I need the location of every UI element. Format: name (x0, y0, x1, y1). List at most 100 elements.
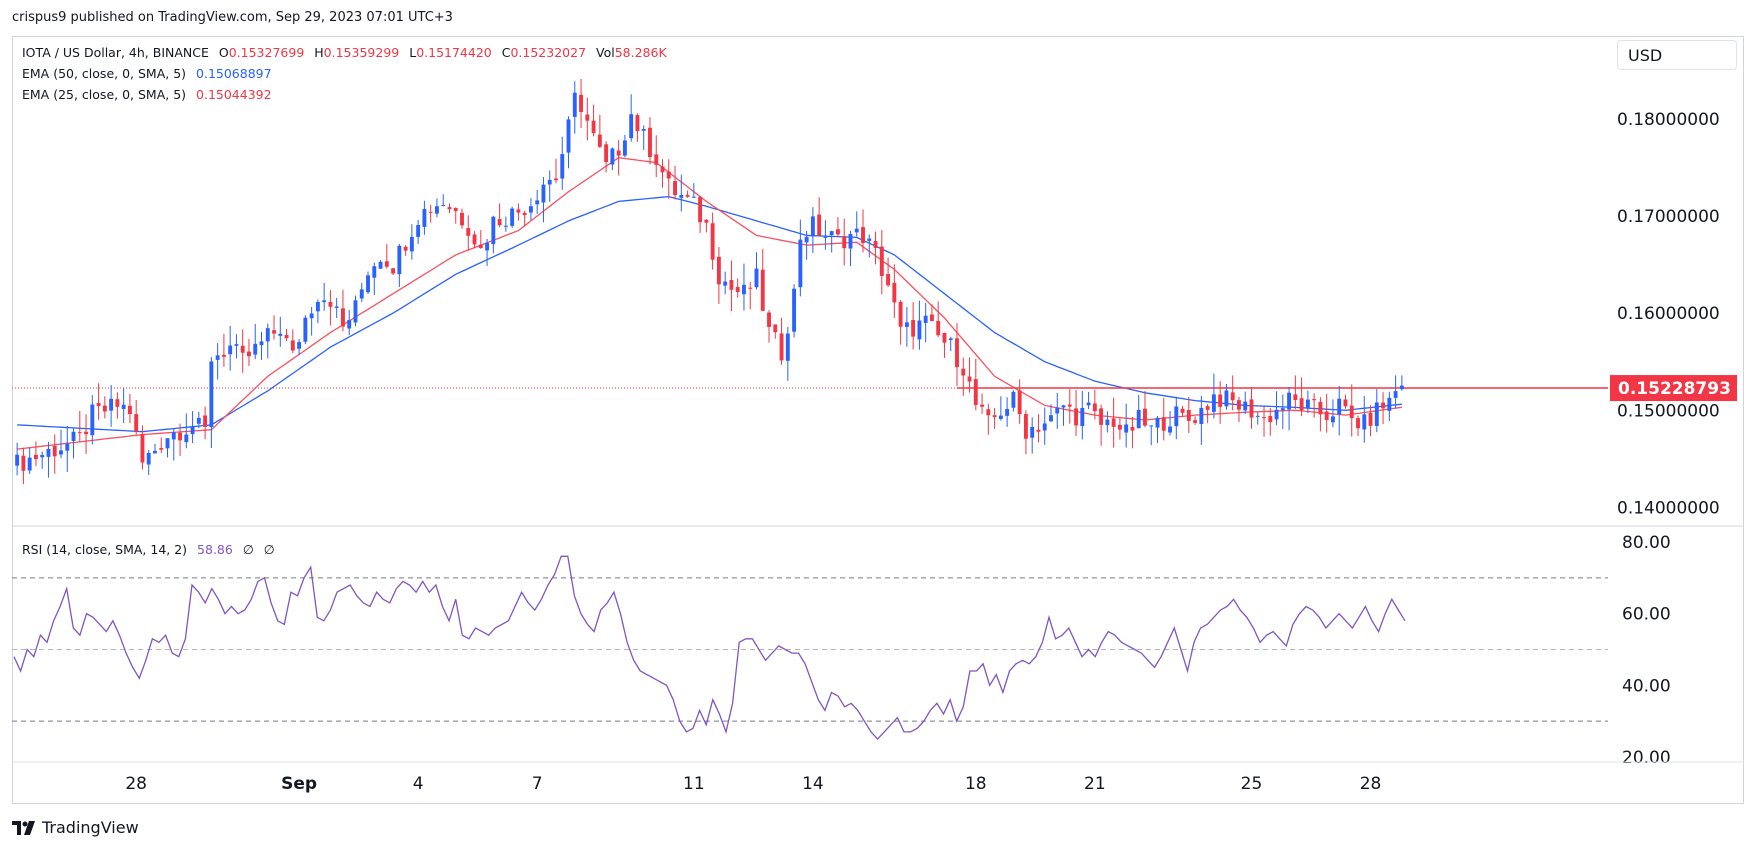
candle-body (1324, 411, 1329, 421)
candle-body (948, 338, 953, 341)
candle-body (472, 234, 477, 245)
candle-body (911, 319, 916, 337)
candle-body (203, 415, 208, 427)
candle-body (259, 341, 264, 346)
candle-body (936, 320, 941, 336)
candle-body (1262, 417, 1266, 419)
ema-layer (12, 157, 1608, 450)
open-value: 0.15327699 (228, 45, 305, 60)
candle-body (1180, 408, 1185, 413)
rsi-pane: 80.00 60.00 40.00 20.00 (12, 533, 1671, 768)
candle-body (428, 211, 433, 213)
high-label: H (314, 45, 324, 60)
candle-body (478, 244, 483, 248)
candle-body (1218, 394, 1223, 407)
candle-body (1105, 419, 1110, 426)
symbol-legend: IOTA / US Dollar, 4h, BINANCE O0.1532769… (22, 45, 673, 60)
candles-layer (15, 78, 1404, 485)
candle-body (341, 308, 345, 327)
candle-body (522, 212, 527, 216)
candle-body (1399, 385, 1404, 390)
candle-body (992, 415, 997, 418)
candle-body (641, 129, 646, 131)
candle-body (817, 214, 822, 236)
candle-body (560, 154, 565, 179)
candle-body (1393, 391, 1398, 398)
candle-body (1186, 410, 1191, 421)
candle-body (710, 223, 715, 260)
ema50-legend[interactable]: EMA (50, close, 0, SMA, 5) 0.15068897 (22, 66, 278, 81)
ema25-legend[interactable]: EMA (25, close, 0, SMA, 5) 0.15044392 (22, 87, 278, 102)
candle-body (391, 268, 396, 274)
currency-button[interactable]: USD (1617, 40, 1737, 70)
candle-body (409, 236, 414, 252)
candle-body (1211, 394, 1216, 412)
time-tick-label: 21 (1084, 774, 1106, 794)
candle-body (1111, 418, 1116, 427)
candle-body (221, 354, 226, 357)
candle-body (873, 240, 878, 248)
candle-body (121, 404, 126, 409)
candle-body (134, 414, 139, 432)
candle-body (1305, 399, 1310, 409)
price-axis: 0.18000000 0.17000000 0.16000000 0.15000000… (1610, 110, 1737, 518)
candle-body (760, 269, 765, 311)
candle-body (309, 313, 314, 319)
low-label: L (409, 45, 417, 60)
candle-body (1349, 405, 1354, 419)
tradingview-brand[interactable]: TradingView (12, 818, 139, 837)
candle-body (735, 287, 740, 292)
time-tick-label: 25 (1241, 774, 1263, 794)
candle-body (322, 300, 327, 303)
candle-body (441, 205, 446, 207)
candle-body (754, 268, 759, 288)
time-tick-label: 7 (532, 774, 543, 794)
candle-body (729, 280, 734, 290)
candle-body (923, 315, 928, 323)
candle-body (1374, 402, 1379, 426)
candle-body (146, 452, 151, 465)
candle-body (215, 355, 220, 360)
published-line: crispus9 published on TradingView.com, S… (12, 10, 453, 25)
candle-body (1381, 402, 1386, 409)
candle-body (278, 333, 283, 336)
candle-body (955, 338, 959, 368)
low-value: 0.15174420 (416, 45, 492, 60)
candle-body (528, 206, 533, 213)
candle-body (1161, 417, 1166, 431)
price-tick-label: 0.17000000 (1617, 207, 1720, 227)
candle-body (265, 328, 270, 342)
candle-body (497, 219, 502, 226)
candle-body (96, 403, 101, 406)
candle-body (666, 171, 671, 179)
candle-body (1293, 394, 1298, 401)
candle-body (1199, 407, 1204, 425)
candle-body (303, 317, 308, 342)
rsi-legend[interactable]: RSI (14, close, SMA, 14, 2) 58.86 ∅ ∅ (22, 542, 281, 557)
candle-body (171, 432, 176, 440)
candle-body (334, 306, 339, 308)
time-axis: 28 Sep 4 7 11 14 18 21 25 28 (12, 761, 1744, 794)
candle-body (1092, 403, 1097, 412)
candle-body (378, 261, 383, 269)
candle-body (798, 239, 803, 288)
candle-body (59, 450, 63, 455)
candle-body (190, 426, 195, 435)
candle-body (610, 148, 615, 165)
candle-body (585, 114, 590, 121)
candle-body (842, 236, 847, 249)
volume-label: Vol (596, 45, 615, 60)
candle-body (102, 405, 107, 412)
candle-body (629, 114, 634, 139)
chart-frame[interactable] (12, 36, 1744, 804)
candle-body (829, 231, 834, 236)
candle-body (986, 409, 991, 416)
candle-body (1318, 401, 1323, 415)
candle-body (40, 454, 45, 458)
close-value: 0.15232027 (510, 45, 587, 60)
candle-body (792, 288, 797, 332)
symbol-label[interactable]: IOTA / US Dollar, 4h, BINANCE (22, 45, 209, 60)
rsi-tick-label: 20.00 (1622, 748, 1671, 768)
candle-body (366, 275, 370, 293)
